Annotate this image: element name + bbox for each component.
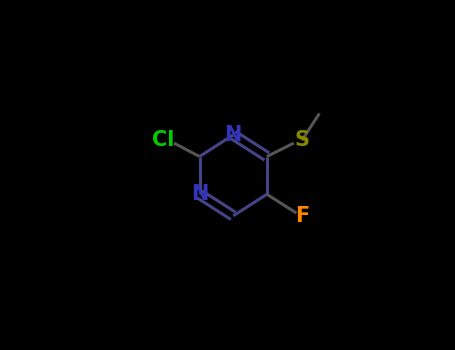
Text: N: N — [224, 125, 242, 145]
Text: N: N — [191, 184, 208, 204]
Text: Cl: Cl — [152, 130, 174, 150]
Text: S: S — [294, 130, 309, 150]
Text: F: F — [295, 206, 309, 226]
